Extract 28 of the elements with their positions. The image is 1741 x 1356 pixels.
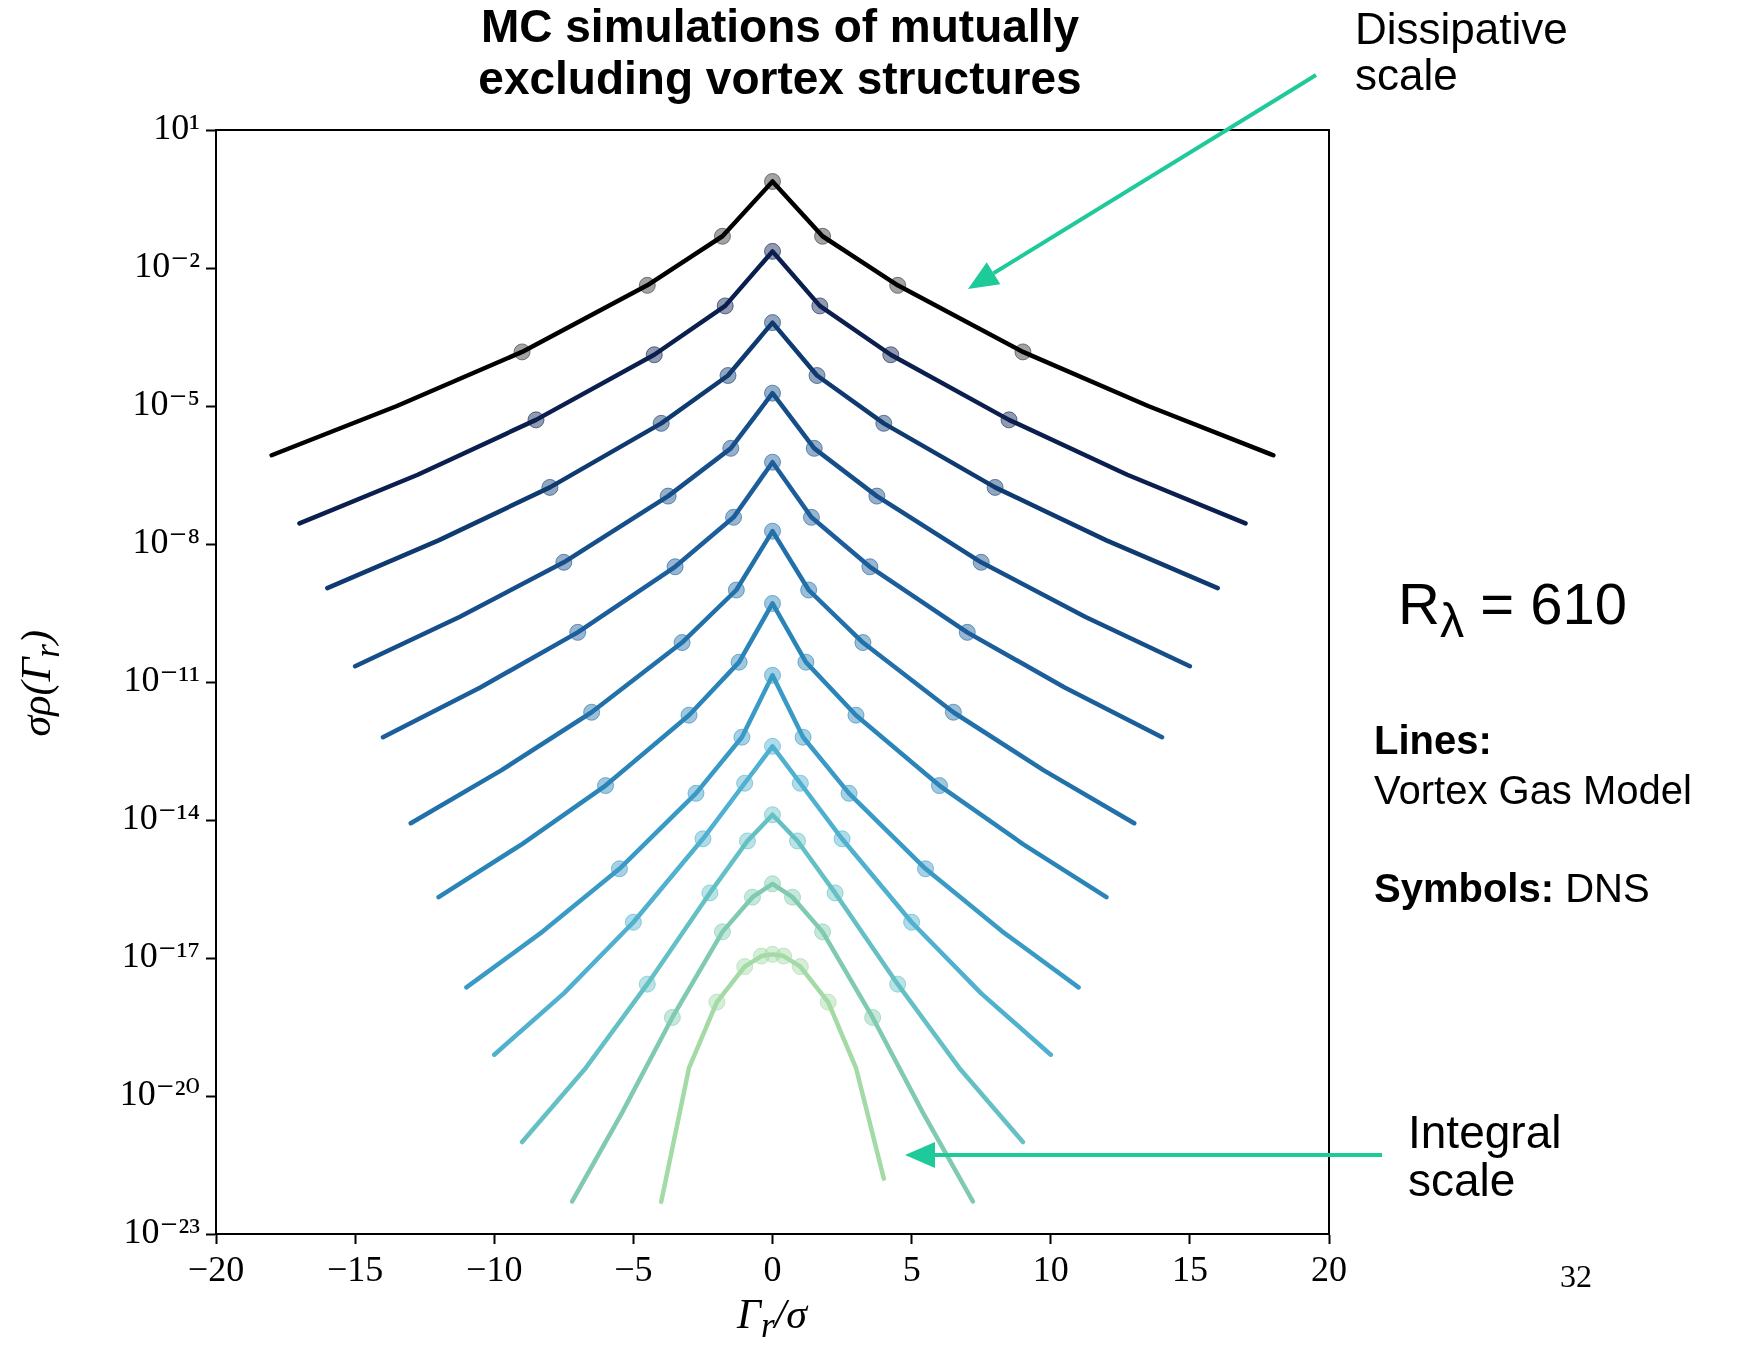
chart-title: MC simulations of mutually excluding vortex structures [477,0,1083,104]
y-tick-label: 10⁻¹⁷ [121,935,200,976]
y-tick-label: 10⁻²⁰ [119,1073,200,1114]
text: 32 [1560,1258,1592,1294]
text: Integral scale [1408,1106,1562,1206]
y-tick-label: 10¹ [153,107,200,148]
text: Symbols: [1374,866,1555,910]
text: Vortex Gas Model [1374,768,1692,812]
x-tick-label: 20 [1311,1249,1347,1290]
text: R$_{λ}$ = 610 [1398,571,1627,647]
y-tick-label: 10⁻² [134,245,200,286]
y-tick-label: 10⁻¹⁴ [121,797,200,838]
x-tick-label: −20 [187,1249,245,1290]
x-tick-label: −5 [614,1249,653,1290]
x-tick-label: 0 [763,1249,782,1290]
x-tick-label: −15 [326,1249,384,1290]
y-tick-label: 10⁻¹¹ [123,659,200,700]
y-tick-label: 10⁻²³ [123,1211,201,1252]
text: Dissipative scale [1355,4,1568,99]
text: DNS [1565,866,1650,910]
x-tick-label: −10 [466,1249,523,1290]
y-tick-label: 10⁻⁵ [132,383,200,424]
x-axis-title: Γ$_{r}$/σ [735,1290,809,1347]
y-tick-label: 10⁻⁸ [132,521,200,562]
text: Lines: [1374,718,1492,762]
x-tick-label: 5 [902,1249,921,1290]
x-tick-label: 15 [1171,1249,1208,1290]
x-tick-label: 10 [1032,1249,1069,1290]
